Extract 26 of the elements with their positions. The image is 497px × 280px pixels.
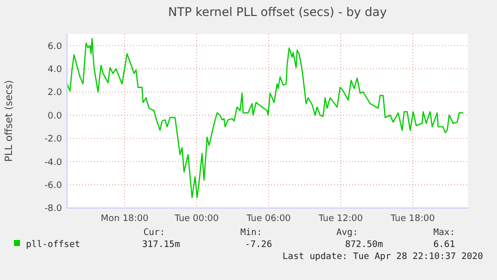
x-tick-label: Mon 18:00 [100, 214, 149, 224]
legend-label: pll-offset [26, 240, 80, 250]
text: -7.26 [244, 240, 272, 250]
y-tick-label: -2.0 [44, 134, 62, 145]
y-tick-label: -6.0 [44, 180, 62, 191]
x-tick-label: Tue 12:00 [318, 214, 364, 224]
text: Cur: [143, 228, 165, 238]
y-tick-label: -8.0 [44, 204, 62, 214]
x-tick-label: Tue 00:00 [174, 214, 220, 224]
x-tick-label: Tue 06:00 [246, 214, 292, 224]
y-axis-title: PLL offset (secs) [4, 80, 15, 162]
y-tick-label: 4.0 [48, 64, 62, 75]
text: Avg: [336, 228, 358, 238]
y-tick-label: -4.0 [44, 158, 62, 168]
text: 872.50m [345, 240, 383, 250]
y-tick-label: 2.0 [48, 88, 62, 98]
y-tick-label: 0.0 [48, 111, 62, 122]
x-tick-label: Tue 18:00 [390, 214, 436, 224]
text: 6.61 [433, 240, 455, 250]
text: Last update: Tue Apr 28 22:10:37 2020 [282, 252, 483, 262]
line-series [66, 38, 464, 198]
chart-title: NTP kernel PLL offset (secs) - by day [168, 5, 387, 19]
text: Max: [433, 228, 455, 238]
y-tick-label: 6.0 [48, 42, 62, 52]
text: Min: [240, 228, 262, 238]
text: 317.15m [142, 240, 180, 250]
